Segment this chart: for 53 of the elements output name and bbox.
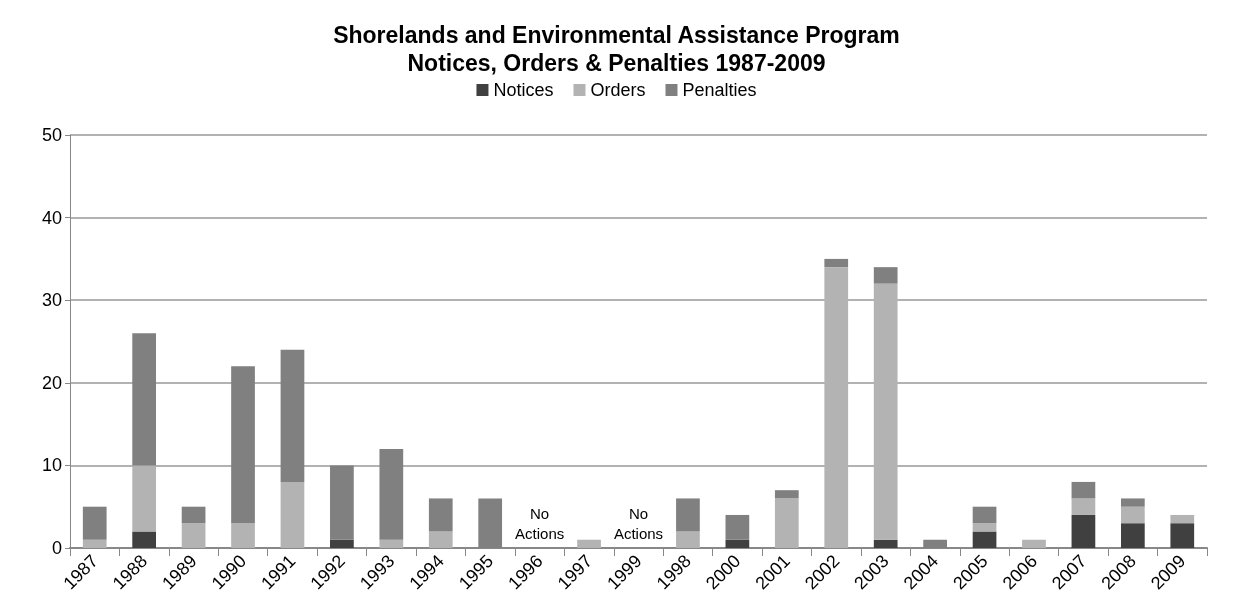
bar	[725, 514, 750, 540]
bar	[330, 539, 354, 548]
legend-label: Orders	[590, 80, 646, 100]
bar	[379, 448, 404, 540]
bar	[1120, 506, 1145, 524]
legend-label: Notices	[493, 80, 554, 100]
bar	[676, 531, 700, 548]
bar	[231, 523, 255, 548]
bar	[379, 539, 404, 548]
bar	[873, 539, 898, 548]
bar	[1071, 498, 1096, 515]
bar	[972, 523, 997, 532]
bar	[873, 267, 898, 284]
bar	[1120, 523, 1145, 548]
bar	[972, 506, 997, 524]
bar	[1170, 523, 1195, 548]
y-tick-label: 10	[41, 455, 62, 476]
chart-title: Shorelands and Environmental Assistance Program Notices, Orders & Penalties 1987-2009	[333, 22, 900, 76]
bar	[330, 465, 354, 540]
bar	[774, 498, 799, 548]
bar	[1071, 481, 1096, 499]
bar	[725, 539, 750, 548]
bar	[1022, 539, 1046, 548]
y-tick-label: 0	[51, 538, 62, 558]
bar	[181, 506, 206, 524]
bar	[280, 481, 305, 548]
bar	[577, 539, 601, 548]
bar	[676, 498, 700, 532]
bar	[1170, 514, 1195, 524]
bar	[132, 531, 157, 548]
bar	[181, 523, 206, 548]
bar	[132, 333, 157, 466]
bar	[824, 258, 849, 268]
bar	[824, 267, 849, 548]
bar	[774, 490, 799, 499]
bar	[231, 366, 255, 524]
bar	[132, 465, 157, 532]
y-tick-label: 20	[41, 372, 62, 393]
y-tick-label: 50	[41, 125, 62, 145]
bar	[82, 539, 107, 548]
bar	[280, 349, 305, 482]
annotation: No Actions	[515, 504, 565, 542]
bar	[972, 531, 997, 548]
bar	[428, 498, 453, 532]
bar	[1071, 514, 1096, 548]
bar	[873, 283, 898, 540]
y-tick-label: 40	[41, 207, 62, 228]
legend-label: Penalties	[682, 80, 757, 100]
annotation: No Actions	[613, 504, 664, 542]
bar	[428, 531, 453, 548]
bar	[82, 506, 107, 540]
bar	[1120, 498, 1145, 507]
y-tick-label: 30	[41, 290, 62, 311]
